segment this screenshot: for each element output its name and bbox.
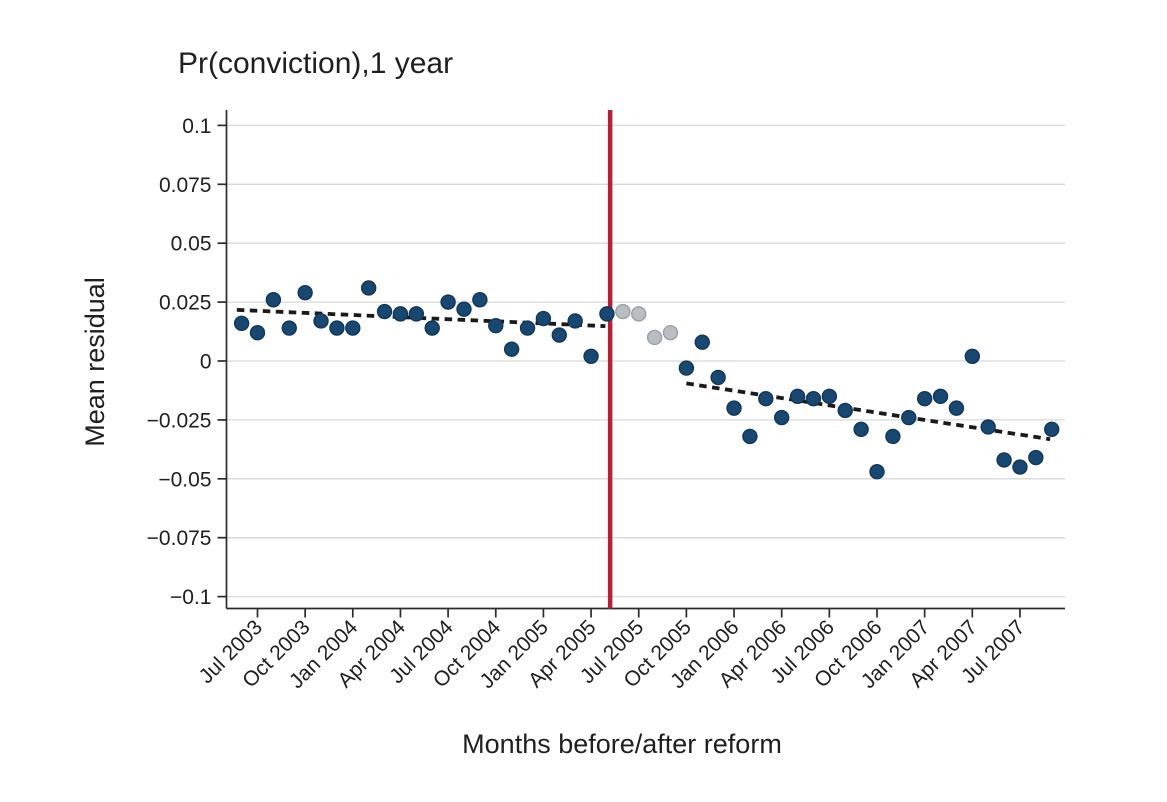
data-point (503, 341, 520, 357)
data-point (916, 390, 933, 407)
chart-title: Pr(conviction),1 year (178, 47, 453, 80)
data-point (805, 390, 822, 407)
data-point (742, 428, 758, 445)
data-point (837, 402, 853, 419)
y-tick-label: 0.1 (182, 115, 211, 138)
y-tick-label: 0.075 (159, 174, 212, 197)
data-point (472, 292, 488, 308)
data-point (1012, 459, 1028, 475)
data-point (424, 320, 440, 336)
data-point (789, 388, 806, 405)
data-point (440, 294, 456, 310)
data-point (932, 388, 949, 405)
data-point (488, 317, 504, 334)
data-point (281, 320, 297, 336)
data-point (980, 419, 996, 435)
data-point (408, 306, 425, 322)
data-point (678, 360, 695, 376)
y-tick-label: −0.1 (170, 586, 211, 609)
data-point (345, 320, 361, 336)
post-reform-fit-dashed-line (686, 381, 1051, 442)
data-point (376, 303, 393, 320)
data-point (583, 348, 599, 364)
data-point (233, 315, 250, 332)
data-point (519, 320, 536, 336)
data-point (567, 313, 583, 329)
data-point (297, 284, 313, 301)
data-point (599, 306, 615, 322)
data-point (456, 301, 472, 317)
y-tick-label: 0.025 (159, 292, 212, 315)
data-point (535, 310, 552, 327)
y-tick-label: −0.025 (147, 409, 212, 432)
data-point (551, 327, 567, 343)
data-point (360, 280, 377, 296)
x-axis-title: Months before/after reform (462, 729, 782, 759)
data-point (662, 325, 679, 341)
data-point (821, 388, 838, 405)
data-point (885, 428, 901, 445)
data-point (948, 400, 965, 416)
data-point (615, 303, 631, 320)
gridlines (226, 124, 1065, 598)
data-point (726, 400, 742, 416)
y-tick-label: −0.075 (147, 527, 212, 550)
data-point (694, 334, 710, 350)
axes: 0.10.0750.050.0250−0.025−0.05−0.075−0.1J… (147, 110, 1065, 693)
data-point (773, 409, 790, 426)
data-point (869, 464, 885, 480)
y-tick-label: 0.05 (171, 233, 212, 256)
y-axis-title: Mean residual (80, 277, 110, 447)
data-point (392, 306, 409, 322)
data-point (1044, 421, 1060, 438)
data-point (1028, 449, 1044, 466)
data-point (631, 306, 647, 322)
y-tick-label: −0.05 (158, 468, 211, 491)
y-tick-label: 0 (200, 351, 212, 374)
text-labels: Pr(conviction),1 year Mean residual Mont… (80, 47, 782, 759)
data-point (249, 325, 266, 341)
data-point (964, 348, 981, 364)
data-point (313, 313, 329, 329)
data-point (758, 390, 774, 407)
data-point (265, 292, 282, 308)
data-point (710, 369, 726, 386)
data-point (853, 421, 869, 438)
data-point (646, 329, 663, 346)
data-point (329, 320, 345, 336)
data-point (901, 409, 917, 426)
data-point (996, 452, 1012, 468)
data-points-layer (233, 280, 1060, 480)
